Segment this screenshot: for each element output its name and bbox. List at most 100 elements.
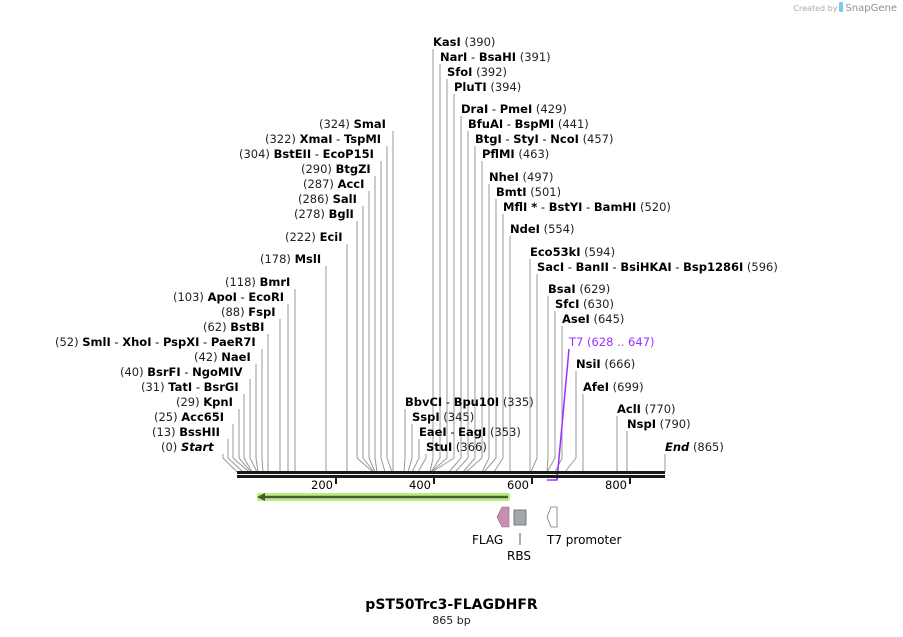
enzyme-name: BsaHI	[478, 50, 517, 64]
map-title: pST50Trc3-FLAGDHFR	[365, 597, 538, 613]
enzyme-separator: -	[537, 200, 549, 214]
feature-label-rbs[interactable]: RBS	[507, 549, 531, 563]
enzyme-name: PaeR7I	[210, 335, 256, 349]
site-label-acli[interactable]: AclI (770)	[617, 402, 676, 416]
site-enzymes: BsrFI - NgoMIV	[147, 365, 242, 379]
site-label-msli[interactable]: (178) MslI	[260, 252, 321, 266]
site-enzymes: BstBI	[230, 320, 264, 334]
site-label-pflmi[interactable]: PflMI (463)	[482, 147, 549, 161]
site-label-apoi[interactable]: (103) ApoI - EcoRI	[173, 290, 284, 304]
enzyme-name: EcoRI	[248, 290, 285, 304]
enzyme-name: SalI	[332, 192, 357, 206]
site-label-bsshii[interactable]: (13) BssHII	[152, 425, 220, 439]
site-label-sfoi[interactable]: SfoI (392)	[447, 65, 507, 79]
enzyme-separator: -	[311, 147, 323, 161]
site-label-ecii[interactable]: (222) EciI	[285, 230, 343, 244]
site-label-bmti[interactable]: BmtI (501)	[496, 185, 561, 199]
site-label-mfli[interactable]: MflI * - BstYI - BamHI (520)	[503, 200, 671, 214]
site-label-nari[interactable]: NarI - BsaHI (391)	[440, 50, 551, 64]
site-label-naei[interactable]: (42) NaeI	[194, 350, 251, 364]
site-label-kasi[interactable]: KasI (390)	[433, 35, 495, 49]
site-enzymes: NsiI	[576, 357, 601, 371]
site-label-bstbi[interactable]: (62) BstBI	[203, 320, 264, 334]
site-label-nsii[interactable]: NsiI (666)	[576, 357, 635, 371]
site-enzymes: SalI	[333, 192, 357, 206]
site-label-acci[interactable]: (287) AccI	[303, 177, 364, 191]
enzyme-name: NspI	[627, 417, 656, 431]
feature-label-flag[interactable]: FLAG	[472, 533, 504, 547]
enzyme-separator: -	[671, 260, 684, 274]
enzyme-name: BsrFI	[147, 365, 181, 379]
site-position: (596)	[746, 260, 778, 274]
enzyme-separator: -	[110, 335, 123, 349]
site-label-sspi[interactable]: SspI (345)	[412, 410, 474, 424]
site-enzymes: BglI	[329, 207, 354, 221]
feature-label-t7[interactable]: T7 (628 .. 647)	[569, 335, 655, 349]
enzyme-name: EaeI	[419, 425, 447, 439]
site-label-acc65i[interactable]: (25) Acc65I	[154, 410, 224, 424]
enzyme-separator: -	[564, 260, 576, 274]
site-label-tati[interactable]: (31) TatI - BsrGI	[141, 380, 239, 394]
tick-label: 400	[409, 478, 431, 492]
site-label-bgli[interactable]: (278) BglI	[294, 207, 354, 221]
site-label-smli[interactable]: (52) SmlI - XhoI - PspXI - PaeR7I	[55, 335, 256, 349]
enzyme-name: PspXI	[162, 335, 200, 349]
site-label-ndei[interactable]: NdeI (554)	[510, 222, 575, 236]
site-label-start[interactable]: (0) Start	[161, 440, 214, 454]
site-label-kpni[interactable]: (29) KpnI	[176, 395, 233, 409]
enzyme-name: BanII	[575, 260, 609, 274]
site-label-bmri[interactable]: (118) BmrI	[225, 275, 290, 289]
enzyme-separator: -	[199, 335, 211, 349]
feature-label-t7-promoter[interactable]: T7 promoter	[547, 533, 622, 547]
site-label-bfuai[interactable]: BfuAI - BspMI (441)	[468, 117, 589, 131]
site-position: (865)	[692, 440, 724, 454]
site-label-asei[interactable]: AseI (645)	[562, 312, 624, 326]
site-enzymes: SfcI	[555, 297, 579, 311]
site-label-bsteii[interactable]: (304) BstEII - EcoP15I	[239, 147, 374, 161]
site-label-eaei[interactable]: EaeI - EagI (353)	[419, 425, 521, 439]
site-label-bsai[interactable]: BsaI (629)	[548, 282, 610, 296]
site-position: (699)	[612, 380, 644, 394]
orf-arrow[interactable]	[257, 493, 510, 501]
site-label-smai[interactable]: (324) SmaI	[319, 117, 386, 131]
site-label-sfci[interactable]: SfcI (630)	[555, 297, 614, 311]
site-enzymes: AclI	[617, 402, 641, 416]
site-position: (13)	[152, 425, 176, 439]
site-label-end[interactable]: End (865)	[665, 440, 724, 454]
enzyme-name: MflI *	[503, 200, 538, 214]
site-label-sali[interactable]: (286) SalI	[298, 192, 357, 206]
enzyme-name: BmtI	[496, 185, 527, 199]
site-label-xmai[interactable]: (322) XmaI - TspMI	[265, 132, 381, 146]
site-enzymes: PflMI	[482, 147, 515, 161]
site-label-nhei[interactable]: NheI (497)	[489, 170, 553, 184]
site-label-btgzi[interactable]: (290) BtgZI	[301, 162, 371, 176]
site-label-nspi[interactable]: NspI (790)	[627, 417, 691, 431]
site-enzymes: EciI	[320, 230, 343, 244]
site-label-drai[interactable]: DraI - PmeI (429)	[461, 102, 567, 116]
site-enzymes: NarI - BsaHI	[440, 50, 516, 64]
enzyme-name: KpnI	[203, 395, 233, 409]
dna-backbone[interactable]	[237, 471, 665, 478]
site-position: (324)	[319, 117, 350, 131]
site-label-saci[interactable]: SacI - BanII - BsiHKAI - Bsp1286I (596)	[537, 260, 778, 274]
site-label-fspi[interactable]: (88) FspI	[221, 305, 275, 319]
enzyme-name: BstYI	[548, 200, 583, 214]
feature-glyphs[interactable]	[496, 506, 558, 545]
site-label-bsrfi[interactable]: (40) BsrFI - NgoMIV	[120, 365, 243, 379]
site-label-stui[interactable]: StuI (366)	[426, 440, 487, 454]
site-position: (335)	[502, 395, 534, 409]
site-label-afei[interactable]: AfeI (699)	[583, 380, 644, 394]
site-label-btgi[interactable]: BtgI - StyI - NcoI (457)	[475, 132, 614, 146]
site-enzymes: SfoI	[447, 65, 472, 79]
site-enzymes: NheI	[489, 170, 519, 184]
site-label-eco53ki[interactable]: Eco53kI (594)	[530, 245, 615, 259]
site-enzymes: BtgI - StyI - NcoI	[475, 132, 579, 146]
enzyme-name: AccI	[337, 177, 365, 191]
enzyme-name: SmaI	[353, 117, 386, 131]
site-label-pluti[interactable]: PluTI (394)	[454, 80, 521, 94]
site-position: (287)	[303, 177, 334, 191]
site-label-bbvci[interactable]: BbvCI - Bpu10I (335)	[405, 395, 534, 409]
enzyme-name: Start	[180, 440, 214, 454]
site-enzymes: BtgZI	[336, 162, 371, 176]
site-enzymes: ApoI - EcoRI	[208, 290, 285, 304]
